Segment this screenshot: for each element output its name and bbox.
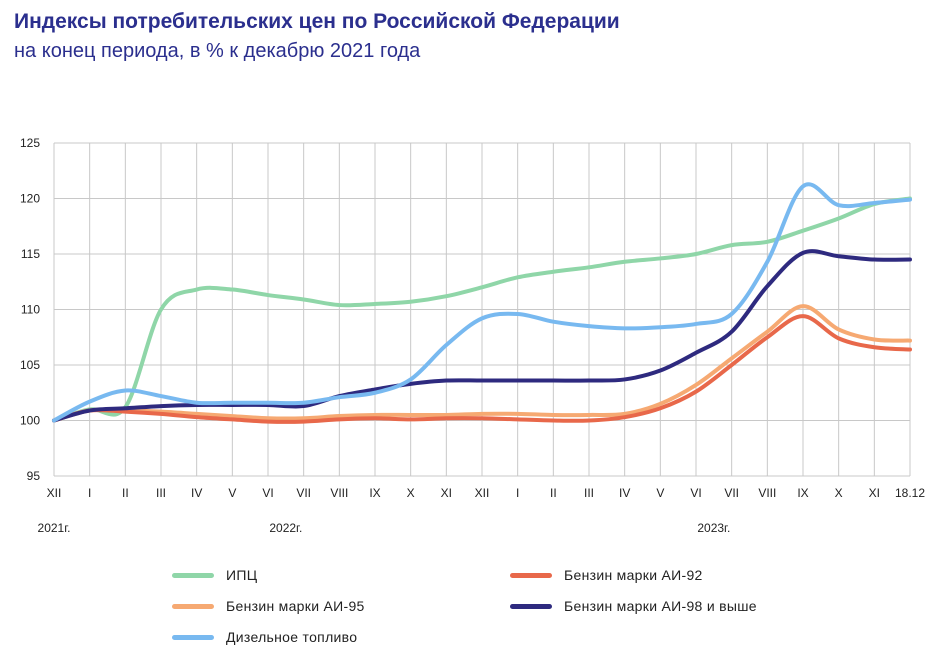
series-line-3 [52, 249, 912, 423]
legend-label-ai95: Бензин марки АИ-95 [226, 598, 365, 614]
x-tick-label: VI [262, 486, 273, 500]
y-tick-label: 120 [20, 192, 40, 206]
grid-layer [53, 142, 911, 477]
series-line-1 [52, 314, 912, 424]
x-tick-label: I [88, 486, 91, 500]
legend-item-ai98: Бензин марки АИ-98 и выше [510, 598, 757, 614]
legend-item-ai95: Бензин марки АИ-95 [172, 598, 365, 614]
x-tick-label: V [656, 486, 664, 500]
x-tick-label: V [228, 486, 236, 500]
x-tick-label: VII [724, 486, 739, 500]
y-tick-label: 105 [20, 358, 40, 372]
legend-swatch-diesel [172, 634, 214, 640]
year-label: 2021г. [38, 521, 71, 535]
legend-label-ai98: Бензин марки АИ-98 и выше [564, 598, 757, 614]
x-tick-label: II [550, 486, 557, 500]
legend-item-ai92: Бензин марки АИ-92 [510, 567, 703, 583]
x-tick-label: IX [369, 486, 380, 500]
legend-swatch-ai92 [510, 572, 552, 578]
legend-item-cpi: ИПЦ [172, 567, 257, 583]
legend-swatch-cpi [172, 572, 214, 578]
series-line-2 [52, 304, 912, 423]
legend-label-cpi: ИПЦ [226, 567, 258, 583]
y-tick-label: 125 [20, 136, 40, 150]
chart-title: Индексы потребительских цен по Российско… [14, 10, 620, 33]
x-tick-label: XI [869, 486, 880, 500]
y-tick-label: 110 [21, 303, 40, 317]
legend-label-diesel: Дизельное топливо [226, 629, 358, 645]
chart-subtitle: на конец периода, в % к декабрю 2021 год… [14, 40, 421, 62]
x-tick-label: III [156, 486, 166, 500]
x-tick-label: VII [296, 486, 311, 500]
x-tick-label: II [122, 486, 129, 500]
x-tick-label: III [584, 486, 594, 500]
x-tick-label: IV [191, 486, 202, 500]
x-tick-label: VIII [758, 486, 776, 500]
y-tick-label: 100 [20, 414, 40, 428]
series-line-0 [52, 196, 912, 423]
x-tick-label: VI [690, 486, 701, 500]
series-layer [52, 182, 912, 424]
x-tick-label: XI [441, 486, 452, 500]
x-tick-label: XII [47, 486, 62, 500]
x-tick-label: XII [475, 486, 490, 500]
x-tick-label: VIII [330, 486, 348, 500]
x-tick-label: IX [797, 486, 808, 500]
x-tick-label: X [835, 486, 843, 500]
legend-swatch-ai95 [172, 603, 214, 609]
legend-item-diesel: Дизельное топливо [172, 629, 357, 645]
y-tick-label: 95 [27, 469, 41, 483]
x-tick-label: IV [619, 486, 630, 500]
legend-swatch-ai98 [510, 603, 552, 609]
x-tick-label: I [516, 486, 519, 500]
legend-label-ai92: Бензин марки АИ-92 [564, 567, 703, 583]
series-line-4 [52, 182, 912, 423]
year-label: 2022г. [269, 521, 302, 535]
x-tick-label: 18.12 [895, 486, 925, 500]
y-tick-label: 115 [21, 247, 40, 261]
year-label: 2023г. [697, 521, 730, 535]
x-tick-label: X [407, 486, 415, 500]
